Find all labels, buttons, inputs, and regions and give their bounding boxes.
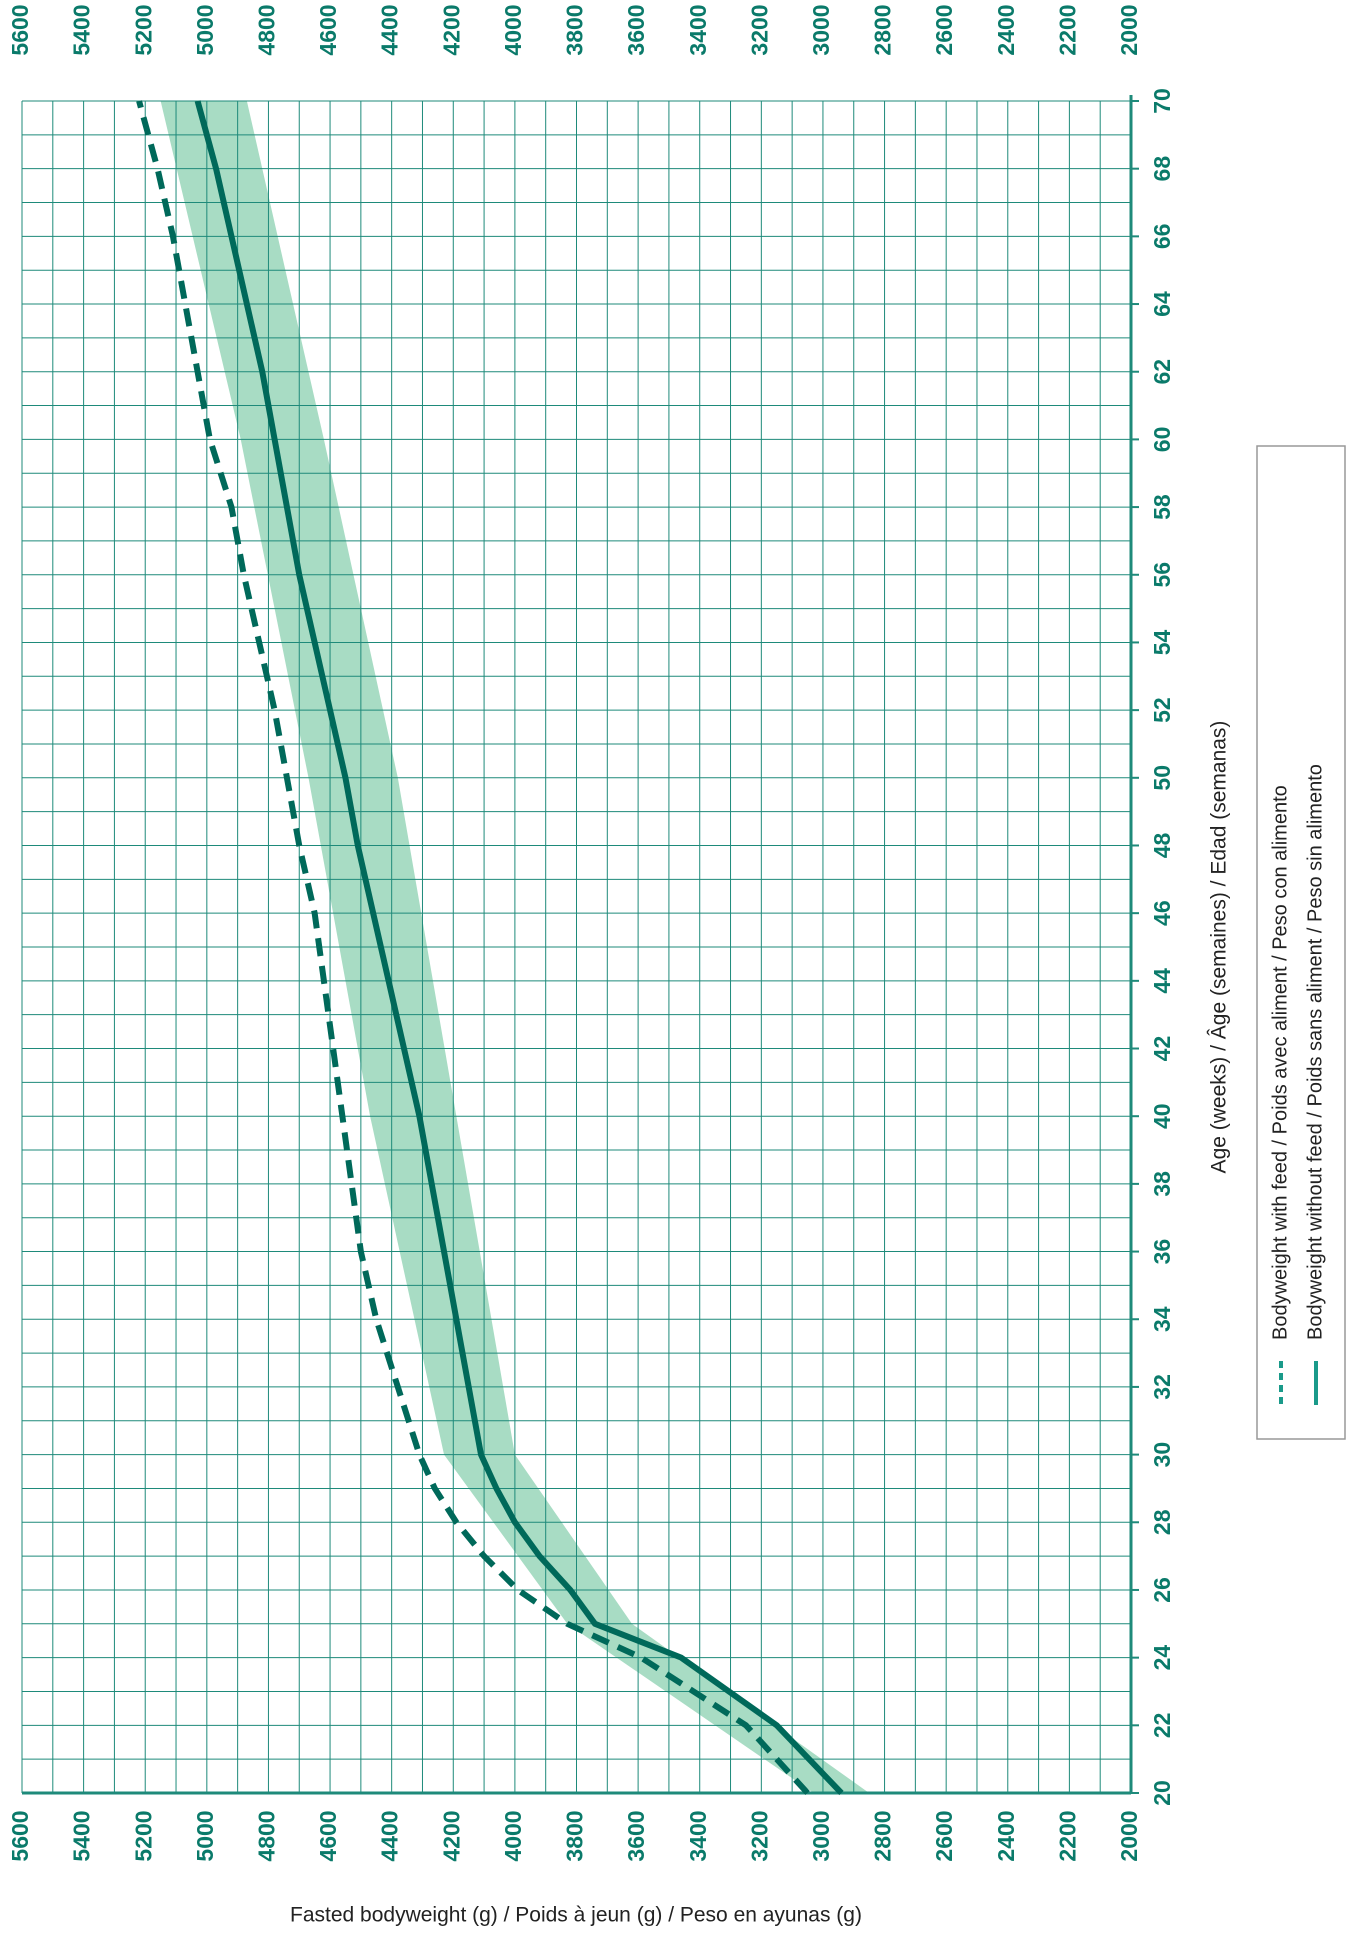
range-band xyxy=(160,101,870,1793)
x-tick-label: 5400 xyxy=(69,1810,95,1861)
x-axis-title: Fasted bodyweight (g) / Poids à jeun (g)… xyxy=(290,1904,862,1927)
x-tick-label: 3800 xyxy=(562,1810,588,1861)
y-tick-label: 64 xyxy=(1149,291,1175,317)
legend-label: Bodyweight without feed / Poids sans ali… xyxy=(1304,764,1326,1340)
legend-box xyxy=(1256,445,1346,1440)
x-tick-label-top: 2000 xyxy=(1116,4,1142,55)
x-tick-label: 3600 xyxy=(623,1810,649,1861)
x-tick-label-top: 2800 xyxy=(870,4,896,55)
y-tick-label: 56 xyxy=(1149,562,1175,588)
y-axis-title: Age (weeks) / Âge (semaines) / Edad (sem… xyxy=(1208,721,1231,1174)
x-tick-label-top: 4400 xyxy=(377,4,403,55)
y-tick-label: 48 xyxy=(1149,832,1175,858)
x-tick-label-top: 2400 xyxy=(993,4,1019,55)
y-tick-label: 50 xyxy=(1149,765,1175,791)
y-tick-label: 70 xyxy=(1149,88,1175,114)
series-line xyxy=(194,100,844,1796)
x-tick-label-top: 3200 xyxy=(746,4,772,55)
legend-label: Bodyweight with feed / Poids avec alimen… xyxy=(1269,785,1291,1340)
y-tick-label: 68 xyxy=(1149,156,1175,182)
x-tick-label-top: 4200 xyxy=(438,4,464,55)
x-tick-label: 4000 xyxy=(500,1810,526,1861)
x-tick-label-top: 3400 xyxy=(685,4,711,55)
x-tick-label: 4800 xyxy=(254,1810,280,1861)
x-tick-label-top: 5000 xyxy=(192,4,218,55)
x-tick-label: 5600 xyxy=(7,1810,33,1861)
x-tick-label: 2000 xyxy=(1116,1810,1142,1861)
y-tick-label: 52 xyxy=(1149,697,1175,723)
x-tick-label: 3200 xyxy=(746,1810,772,1861)
y-tick-label: 62 xyxy=(1149,359,1175,385)
x-tick-label-top: 5600 xyxy=(7,4,33,55)
x-tick-label: 4200 xyxy=(438,1810,464,1861)
x-tick-label-top: 4000 xyxy=(500,4,526,55)
y-tick-label: 42 xyxy=(1149,1036,1175,1062)
x-tick-label-top: 4800 xyxy=(254,4,280,55)
y-tick-label: 46 xyxy=(1149,900,1175,926)
x-tick-label-top: 5400 xyxy=(69,4,95,55)
y-tick-label: 28 xyxy=(1149,1509,1175,1535)
x-tick-label: 2200 xyxy=(1054,1810,1080,1861)
y-tick-label: 40 xyxy=(1149,1103,1175,1129)
x-tick-label: 3400 xyxy=(685,1810,711,1861)
x-tick-label: 4600 xyxy=(315,1810,341,1861)
x-tick-label-top: 2200 xyxy=(1054,4,1080,55)
x-tick-label: 5200 xyxy=(130,1810,156,1861)
x-tick-label: 2800 xyxy=(870,1810,896,1861)
y-tick-label: 60 xyxy=(1149,427,1175,453)
y-tick-label: 54 xyxy=(1149,629,1175,655)
x-tick-label-top: 4600 xyxy=(315,4,341,55)
x-tick-label-top: 3600 xyxy=(623,4,649,55)
x-tick-label: 4400 xyxy=(377,1810,403,1861)
y-tick-label: 66 xyxy=(1149,224,1175,250)
y-tick-label: 38 xyxy=(1149,1171,1175,1197)
x-tick-label: 3000 xyxy=(808,1810,834,1861)
x-tick-label: 2600 xyxy=(931,1810,957,1861)
y-tick-label: 24 xyxy=(1149,1645,1175,1671)
x-tick-label-top: 5200 xyxy=(130,4,156,55)
x-tick-label-top: 3000 xyxy=(808,4,834,55)
y-tick-label: 30 xyxy=(1149,1442,1175,1468)
x-tick-label-top: 3800 xyxy=(562,4,588,55)
y-tick-label: 22 xyxy=(1149,1713,1175,1739)
x-tick-label-top: 2600 xyxy=(931,4,957,55)
y-tick-label: 34 xyxy=(1149,1306,1175,1332)
y-tick-label: 36 xyxy=(1149,1239,1175,1265)
y-tick-label: 44 xyxy=(1149,968,1175,994)
y-tick-label: 26 xyxy=(1149,1577,1175,1603)
y-tick-label: 58 xyxy=(1149,494,1175,520)
x-tick-label: 5000 xyxy=(192,1810,218,1861)
y-tick-label: 32 xyxy=(1149,1374,1175,1400)
x-tick-label: 2400 xyxy=(993,1810,1019,1861)
y-tick-label: 20 xyxy=(1149,1780,1175,1806)
